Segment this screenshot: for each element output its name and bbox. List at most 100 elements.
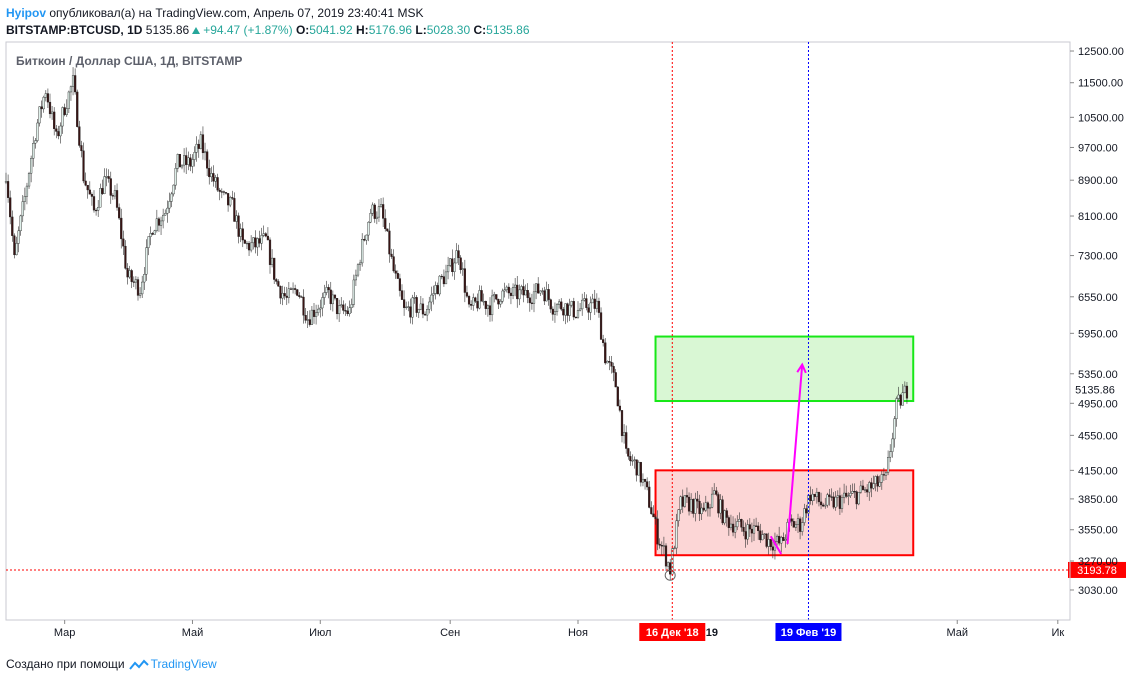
candle-body <box>692 499 695 514</box>
candle-body <box>539 290 542 294</box>
author-name[interactable]: Hyipov <box>6 6 47 20</box>
candle-body <box>446 265 450 273</box>
candle-body <box>105 176 108 178</box>
candle-body <box>206 151 209 169</box>
candle-body <box>182 155 186 166</box>
candle-body <box>845 492 848 497</box>
candle-body <box>419 303 422 310</box>
candle-body <box>428 301 431 310</box>
candle-body <box>92 196 96 211</box>
partial-date-label: 19 <box>706 627 718 639</box>
candle-body <box>159 220 163 226</box>
candle-body <box>270 257 274 265</box>
candle-body <box>69 86 73 93</box>
trend-arrow-line <box>769 535 783 555</box>
candle-body <box>400 290 404 300</box>
candle-body <box>602 339 605 343</box>
candle-body <box>346 310 349 315</box>
candle-body <box>287 288 290 298</box>
candle-body <box>195 143 198 153</box>
candle-body <box>130 270 133 282</box>
candle-body <box>547 289 550 300</box>
candle-body <box>226 193 230 206</box>
candle-body <box>57 131 60 137</box>
candle-body <box>780 537 783 544</box>
candle-body <box>277 281 280 287</box>
candle-body <box>763 533 766 535</box>
candle-body <box>503 289 506 292</box>
candle-body <box>784 538 787 541</box>
candle-body <box>740 519 743 528</box>
y-tick-label: 11500.00 <box>1078 78 1123 90</box>
candle-body <box>143 274 146 283</box>
candle-body <box>882 474 886 476</box>
candle-body <box>451 258 454 273</box>
candle-body <box>55 128 58 132</box>
tradingview-link[interactable]: TradingView <box>150 657 217 671</box>
candle-body <box>252 237 255 244</box>
candle-body <box>805 508 808 514</box>
candle-body <box>752 525 756 534</box>
candle-body <box>285 295 288 298</box>
candle-body <box>509 292 513 296</box>
candle-body <box>729 523 733 529</box>
candle-body <box>591 298 594 304</box>
candle-body <box>335 298 339 315</box>
candle-body <box>643 478 647 482</box>
candle-body <box>891 438 894 452</box>
candle-body <box>654 516 657 520</box>
candle-body <box>629 456 632 462</box>
candle-body <box>325 287 328 293</box>
candle-body <box>876 476 879 487</box>
candle-body <box>440 275 443 278</box>
candle-body <box>338 305 341 315</box>
candle-body <box>164 213 167 216</box>
candle-body <box>765 533 768 547</box>
candle-body <box>687 496 691 512</box>
candle-body <box>50 111 54 115</box>
candle-body <box>53 111 56 129</box>
candle-body <box>757 525 760 532</box>
candle-body <box>796 518 800 525</box>
candle-body <box>847 495 850 497</box>
candle-body <box>514 284 517 288</box>
candle-body <box>631 460 634 462</box>
high-label: H: <box>356 23 369 37</box>
candle-body <box>310 309 314 325</box>
candle-body <box>520 286 523 291</box>
candle-body <box>497 298 500 305</box>
candle-body <box>218 189 221 192</box>
candle-body <box>434 285 437 294</box>
candle-body <box>149 233 152 237</box>
candle-body <box>484 301 487 309</box>
candle-body <box>593 298 596 309</box>
candle-body <box>748 524 751 530</box>
candle-body <box>681 496 684 507</box>
candle-body <box>390 253 393 257</box>
candle-body <box>32 143 35 159</box>
candle-body <box>438 275 441 295</box>
last-price: 5135.86 <box>145 23 190 37</box>
publish-info: Hyipov опубликовал(а) на TradingView.com… <box>6 6 424 20</box>
candle-body <box>570 301 573 306</box>
candle-body <box>138 293 142 296</box>
candle-body <box>715 490 718 495</box>
candle-body <box>637 462 640 476</box>
candle-body <box>558 301 561 305</box>
candle-body <box>878 482 881 487</box>
candle-body <box>507 286 510 294</box>
vertical-marker-label: 19 Фев '19 <box>781 627 836 639</box>
candle-body <box>193 152 196 160</box>
candle-body <box>836 495 839 498</box>
candle-body <box>279 286 282 299</box>
candle-body <box>432 293 435 296</box>
candle-body <box>314 312 318 317</box>
candle-body <box>750 528 754 534</box>
candle-body <box>174 168 177 186</box>
candle-body <box>398 278 402 291</box>
candle-body <box>620 410 624 436</box>
candle-body <box>560 301 563 310</box>
candle-body <box>189 157 192 167</box>
candle-body <box>673 547 676 550</box>
